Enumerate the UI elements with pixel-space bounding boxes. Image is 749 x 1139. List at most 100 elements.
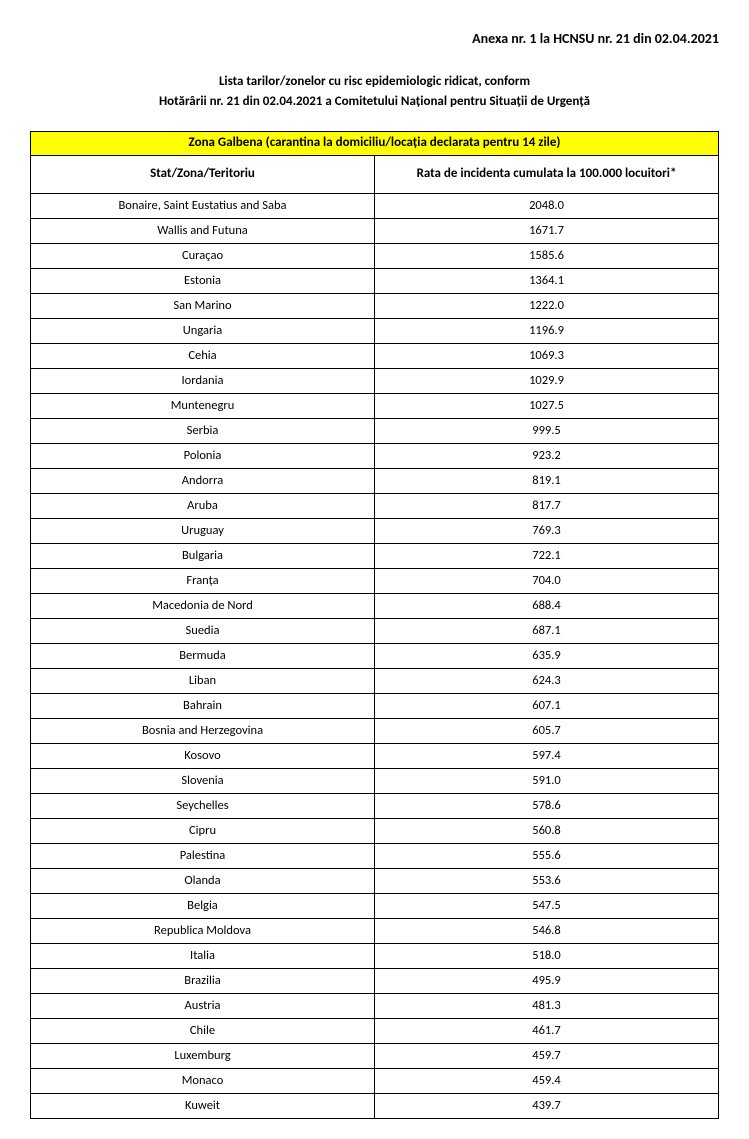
rate-cell: 1029.9 — [375, 368, 719, 393]
rate-cell: 495.9 — [375, 968, 719, 993]
rate-cell: 769.3 — [375, 518, 719, 543]
zone-header: Zona Galbena (carantina la domiciliu/loc… — [31, 132, 719, 156]
rate-cell: 1027.5 — [375, 393, 719, 418]
table-row: Polonia923.2 — [31, 443, 719, 468]
country-cell: Slovenia — [31, 768, 375, 793]
country-cell: Uruguay — [31, 518, 375, 543]
table-row: Serbia999.5 — [31, 418, 719, 443]
country-cell: Belgia — [31, 893, 375, 918]
table-row: Muntenegru1027.5 — [31, 393, 719, 418]
country-cell: Republica Moldova — [31, 918, 375, 943]
table-row: Bulgaria722.1 — [31, 543, 719, 568]
rate-cell: 1671.7 — [375, 218, 719, 243]
country-cell: Cipru — [31, 818, 375, 843]
table-body: Bonaire, Saint Eustatius and Saba2048.0W… — [31, 193, 719, 1118]
table-row: Curaçao1585.6 — [31, 243, 719, 268]
table-row: Austria481.3 — [31, 993, 719, 1018]
col-header-rate: Rata de incidenta cumulata la 100.000 lo… — [375, 155, 719, 193]
table-row: Wallis and Futuna1671.7 — [31, 218, 719, 243]
table-row: Iordania1029.9 — [31, 368, 719, 393]
country-cell: Polonia — [31, 443, 375, 468]
table-row: Brazilia495.9 — [31, 968, 719, 993]
table-row: Cehia1069.3 — [31, 343, 719, 368]
country-cell: Serbia — [31, 418, 375, 443]
country-cell: Wallis and Futuna — [31, 218, 375, 243]
title-line-1: Lista tarilor/zonelor cu risc epidemiolo… — [30, 72, 719, 92]
country-cell: Bermuda — [31, 643, 375, 668]
rate-cell: 2048.0 — [375, 193, 719, 218]
rate-cell: 605.7 — [375, 718, 719, 743]
table-row: Bosnia and Herzegovina605.7 — [31, 718, 719, 743]
rate-cell: 817.7 — [375, 493, 719, 518]
table-row: Suedia687.1 — [31, 618, 719, 643]
country-cell: Kosovo — [31, 743, 375, 768]
country-cell: Curaçao — [31, 243, 375, 268]
rate-cell: 923.2 — [375, 443, 719, 468]
country-cell: Bonaire, Saint Eustatius and Saba — [31, 193, 375, 218]
rate-cell: 597.4 — [375, 743, 719, 768]
country-cell: Seychelles — [31, 793, 375, 818]
country-cell: Austria — [31, 993, 375, 1018]
rate-cell: 688.4 — [375, 593, 719, 618]
rate-cell: 635.9 — [375, 643, 719, 668]
annex-header: Anexa nr. 1 la HCNSU nr. 21 din 02.04.20… — [30, 30, 719, 47]
country-cell: Italia — [31, 943, 375, 968]
table-row: Italia518.0 — [31, 943, 719, 968]
country-cell: Andorra — [31, 468, 375, 493]
table-row: Ungaria1196.9 — [31, 318, 719, 343]
title-line-2: Hotărârii nr. 21 din 02.04.2021 a Comite… — [30, 92, 719, 112]
table-row: Monaco459.4 — [31, 1068, 719, 1093]
risk-table: Zona Galbena (carantina la domiciliu/loc… — [30, 131, 719, 1119]
country-cell: Cehia — [31, 343, 375, 368]
rate-cell: 1069.3 — [375, 343, 719, 368]
rate-cell: 481.3 — [375, 993, 719, 1018]
country-cell: Kuweit — [31, 1093, 375, 1118]
country-cell: Monaco — [31, 1068, 375, 1093]
rate-cell: 555.6 — [375, 843, 719, 868]
country-cell: Iordania — [31, 368, 375, 393]
rate-cell: 819.1 — [375, 468, 719, 493]
country-cell: Ungaria — [31, 318, 375, 343]
table-row: San Marino1222.0 — [31, 293, 719, 318]
country-cell: Palestina — [31, 843, 375, 868]
rate-cell: 687.1 — [375, 618, 719, 643]
table-row: Kosovo597.4 — [31, 743, 719, 768]
country-cell: Liban — [31, 668, 375, 693]
table-row: Estonia1364.1 — [31, 268, 719, 293]
table-row: Olanda553.6 — [31, 868, 719, 893]
rate-cell: 459.7 — [375, 1043, 719, 1068]
country-cell: Suedia — [31, 618, 375, 643]
table-row: Kuweit439.7 — [31, 1093, 719, 1118]
table-row: Slovenia591.0 — [31, 768, 719, 793]
rate-cell: 607.1 — [375, 693, 719, 718]
table-row: Republica Moldova546.8 — [31, 918, 719, 943]
rate-cell: 553.6 — [375, 868, 719, 893]
table-row: Macedonia de Nord688.4 — [31, 593, 719, 618]
table-row: Andorra819.1 — [31, 468, 719, 493]
country-cell: San Marino — [31, 293, 375, 318]
table-row: Luxemburg459.7 — [31, 1043, 719, 1068]
rate-cell: 1585.6 — [375, 243, 719, 268]
rate-cell: 1222.0 — [375, 293, 719, 318]
country-cell: Bulgaria — [31, 543, 375, 568]
table-row: Palestina555.6 — [31, 843, 719, 868]
country-cell: Luxemburg — [31, 1043, 375, 1068]
rate-cell: 560.8 — [375, 818, 719, 843]
title-block: Lista tarilor/zonelor cu risc epidemiolo… — [30, 72, 719, 111]
table-row: Belgia547.5 — [31, 893, 719, 918]
table-row: Seychelles578.6 — [31, 793, 719, 818]
country-cell: Bahrain — [31, 693, 375, 718]
table-row: Franța704.0 — [31, 568, 719, 593]
country-cell: Franța — [31, 568, 375, 593]
rate-cell: 1196.9 — [375, 318, 719, 343]
rate-cell: 704.0 — [375, 568, 719, 593]
country-cell: Aruba — [31, 493, 375, 518]
rate-cell: 546.8 — [375, 918, 719, 943]
country-cell: Olanda — [31, 868, 375, 893]
col-header-country: Stat/Zona/Teritoriu — [31, 155, 375, 193]
country-cell: Brazilia — [31, 968, 375, 993]
table-row: Bonaire, Saint Eustatius and Saba2048.0 — [31, 193, 719, 218]
country-cell: Estonia — [31, 268, 375, 293]
rate-cell: 459.4 — [375, 1068, 719, 1093]
country-cell: Macedonia de Nord — [31, 593, 375, 618]
